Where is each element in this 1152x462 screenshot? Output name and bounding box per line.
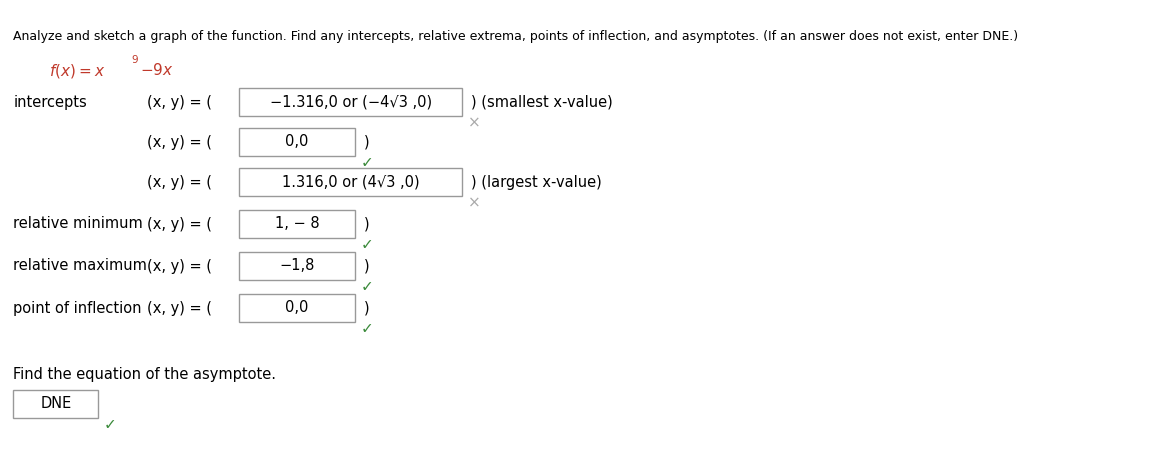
Text: (x, y) = (: (x, y) = ( xyxy=(147,259,212,274)
Text: ×: × xyxy=(468,195,480,211)
Text: 0,0: 0,0 xyxy=(286,134,309,150)
Text: intercepts: intercepts xyxy=(14,95,88,109)
Text: ×: × xyxy=(468,116,480,130)
FancyBboxPatch shape xyxy=(240,168,462,196)
Text: (x, y) = (: (x, y) = ( xyxy=(147,134,212,150)
Text: relative maximum: relative maximum xyxy=(14,259,147,274)
Text: ): ) xyxy=(364,134,370,150)
Text: (x, y) = (: (x, y) = ( xyxy=(147,95,212,109)
Text: ✓: ✓ xyxy=(361,237,373,253)
Text: −1.316,0 or (−4√3 ,0): −1.316,0 or (−4√3 ,0) xyxy=(270,95,432,109)
Text: −1,8: −1,8 xyxy=(280,259,314,274)
Text: ): ) xyxy=(364,300,370,316)
Text: ) (largest x-value): ) (largest x-value) xyxy=(471,175,602,189)
Text: ✓: ✓ xyxy=(361,156,373,170)
Text: DNE: DNE xyxy=(40,396,71,412)
Text: ✓: ✓ xyxy=(361,322,373,336)
Text: 1, − 8: 1, − 8 xyxy=(275,217,319,231)
Text: ): ) xyxy=(364,217,370,231)
Text: ): ) xyxy=(364,259,370,274)
Text: 0,0: 0,0 xyxy=(286,300,309,316)
Text: 1.316,0 or (4√3 ,0): 1.316,0 or (4√3 ,0) xyxy=(282,175,419,189)
Text: Find the equation of the asymptote.: Find the equation of the asymptote. xyxy=(14,366,276,382)
Text: Analyze and sketch a graph of the function. Find any intercepts, relative extrem: Analyze and sketch a graph of the functi… xyxy=(14,30,1018,43)
Text: 9: 9 xyxy=(131,55,138,65)
Text: ✓: ✓ xyxy=(361,280,373,294)
FancyBboxPatch shape xyxy=(14,390,98,418)
Text: (x, y) = (: (x, y) = ( xyxy=(147,300,212,316)
FancyBboxPatch shape xyxy=(240,128,355,156)
FancyBboxPatch shape xyxy=(240,252,355,280)
FancyBboxPatch shape xyxy=(240,294,355,322)
FancyBboxPatch shape xyxy=(240,88,462,116)
FancyBboxPatch shape xyxy=(240,210,355,238)
Text: ✓: ✓ xyxy=(104,418,116,432)
Text: ) (smallest x-value): ) (smallest x-value) xyxy=(471,95,613,109)
Text: relative minimum: relative minimum xyxy=(14,217,143,231)
Text: point of inflection: point of inflection xyxy=(14,300,142,316)
Text: (x, y) = (: (x, y) = ( xyxy=(147,175,212,189)
Text: $f(x) = x$: $f(x) = x$ xyxy=(50,62,105,80)
Text: $- 9x$: $- 9x$ xyxy=(141,62,174,78)
Text: (x, y) = (: (x, y) = ( xyxy=(147,217,212,231)
